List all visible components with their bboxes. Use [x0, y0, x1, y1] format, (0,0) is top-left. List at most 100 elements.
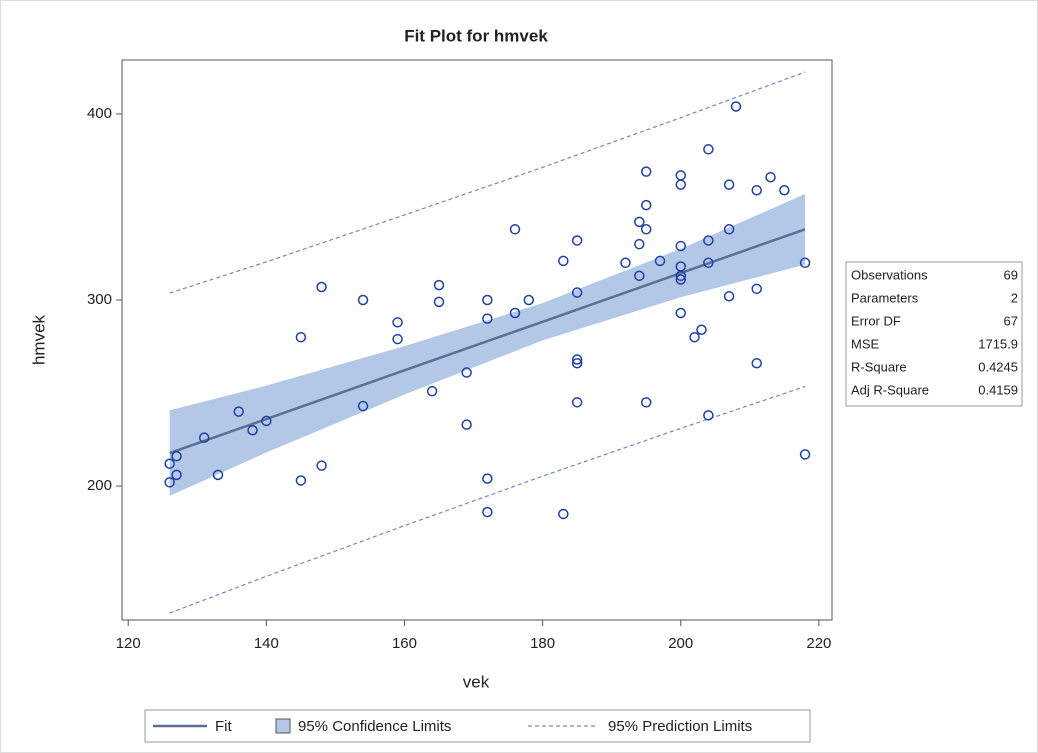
x-tick-label: 200	[668, 635, 693, 652]
data-point	[675, 274, 686, 285]
data-point	[723, 179, 735, 190]
data-point	[703, 410, 714, 421]
data-point	[482, 313, 493, 324]
data-point	[751, 358, 762, 369]
x-tick-label: 220	[806, 635, 831, 652]
stat-label: R-Square	[851, 359, 907, 374]
data-point	[675, 179, 686, 190]
data-point	[654, 255, 666, 267]
data-point	[461, 367, 472, 378]
legend-label: 95% Prediction Limits	[608, 718, 752, 735]
stat-value: 69	[1004, 267, 1018, 282]
data-point	[751, 184, 762, 196]
prediction-limit	[169, 71, 806, 294]
data-point	[171, 469, 182, 481]
data-point	[703, 235, 714, 246]
data-point	[164, 458, 175, 469]
stat-value: 0.4159	[978, 382, 1018, 397]
data-point	[634, 270, 645, 282]
fit-line	[169, 228, 806, 455]
data-point	[634, 216, 645, 228]
y-tick-label: 300	[87, 291, 112, 308]
stat-value: 2	[1011, 290, 1018, 305]
legend-confidence-swatch	[275, 718, 291, 734]
x-tick-label: 140	[254, 635, 279, 652]
data-point	[571, 397, 583, 408]
data-point	[295, 475, 307, 486]
data-point	[482, 294, 493, 306]
data-point	[730, 101, 742, 112]
stat-label: MSE	[851, 336, 880, 351]
data-point	[799, 257, 811, 269]
data-point	[482, 473, 493, 484]
x-tick-label: 160	[392, 635, 417, 652]
data-point	[433, 279, 445, 291]
data-point	[640, 166, 652, 177]
legend-box	[144, 709, 811, 743]
data-point	[640, 224, 652, 235]
data-point	[482, 506, 493, 518]
data-point	[620, 257, 631, 269]
data-point	[357, 400, 369, 412]
legend-label: Fit	[215, 718, 232, 735]
data-point	[198, 432, 210, 443]
data-point	[426, 385, 438, 397]
data-point	[723, 224, 735, 235]
data-point	[571, 235, 583, 246]
plot-frame	[121, 59, 833, 621]
y-axis-label: hmvek	[29, 314, 48, 365]
data-point	[392, 333, 403, 345]
data-point	[233, 406, 244, 417]
data-point	[675, 270, 686, 282]
data-point	[723, 291, 735, 302]
data-point	[171, 451, 182, 462]
data-point	[247, 424, 258, 436]
stats-box	[845, 261, 1023, 407]
stat-label: Adj R-Square	[851, 382, 929, 397]
confidence-band	[169, 193, 806, 496]
data-point	[703, 257, 714, 269]
data-point	[779, 184, 790, 196]
data-point	[164, 477, 175, 488]
data-point	[392, 317, 403, 328]
stat-value: 1715.9	[978, 336, 1018, 351]
data-point	[261, 415, 272, 427]
chart-title: Fit Plot for hmvek	[404, 26, 548, 45]
data-point	[212, 469, 224, 481]
data-point	[295, 331, 307, 343]
y-tick-label: 400	[87, 105, 112, 122]
data-point	[640, 199, 652, 211]
x-axis-label: vek	[463, 672, 490, 691]
data-point	[509, 307, 521, 319]
data-point	[675, 307, 686, 319]
data-point	[316, 281, 327, 293]
stat-value: 67	[1004, 313, 1018, 328]
legend-label: 95% Confidence Limits	[298, 718, 451, 735]
data-point	[571, 287, 583, 298]
x-tick-label: 180	[530, 635, 555, 652]
data-point	[509, 224, 521, 235]
data-point	[558, 508, 569, 520]
data-point	[461, 419, 472, 430]
data-point	[751, 283, 762, 295]
stat-label: Parameters	[851, 290, 919, 305]
data-point	[316, 460, 327, 471]
stat-value: 0.4245	[978, 359, 1018, 374]
data-point	[799, 449, 811, 460]
data-point	[634, 238, 645, 250]
stat-label: Error DF	[851, 313, 901, 328]
y-tick-label: 200	[87, 477, 112, 494]
data-point	[640, 397, 652, 408]
data-point	[696, 324, 707, 336]
data-point	[433, 296, 445, 308]
data-point	[689, 331, 700, 343]
data-point	[571, 358, 583, 369]
x-tick-label: 120	[116, 635, 141, 652]
data-point	[357, 294, 369, 306]
data-point	[675, 240, 686, 252]
data-point	[765, 171, 776, 183]
data-point	[571, 354, 583, 365]
data-point	[703, 144, 714, 155]
data-point	[523, 294, 535, 306]
